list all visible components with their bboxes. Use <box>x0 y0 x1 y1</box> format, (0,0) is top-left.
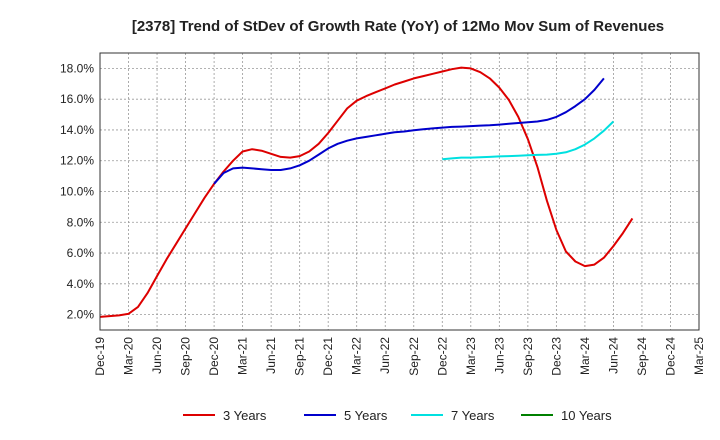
y-tick-label: 2.0% <box>67 308 95 322</box>
x-tick-label: Dec-21 <box>321 337 335 376</box>
x-tick-label: Mar-25 <box>692 337 706 375</box>
x-tick-label: Jun-22 <box>378 337 392 374</box>
x-axis: Dec-19 Mar-20 Jun-20 Sep-20 Dec-20 Mar-21 Jun-… <box>93 337 706 376</box>
x-tick-label: Jun-20 <box>150 337 164 374</box>
legend-label: 10 Years <box>561 408 612 423</box>
y-tick-label: 4.0% <box>67 277 95 291</box>
chart-title: [2378] Trend of StDev of Growth Rate (Yo… <box>132 18 664 35</box>
y-tick-label: 18.0% <box>60 61 94 75</box>
legend-item-5-years: 5 Years <box>304 408 388 423</box>
legend-item-3-years: 3 Years <box>183 408 267 423</box>
x-tick-label: Sep-23 <box>521 337 535 376</box>
legend-item-7-years: 7 Years <box>411 408 495 423</box>
x-tick-label: Dec-24 <box>663 337 677 376</box>
y-tick-label: 8.0% <box>67 215 95 229</box>
x-tick-label: Sep-24 <box>635 337 649 376</box>
x-tick-label: Jun-23 <box>492 337 506 374</box>
plot-border <box>99 52 700 331</box>
legend-label: 5 Years <box>344 408 388 423</box>
y-tick-label: 12.0% <box>60 154 94 168</box>
x-tick-label: Jun-21 <box>264 337 278 374</box>
series-line-5-years <box>213 77 605 185</box>
plot-area: 2.0% 4.0% 6.0% 8.0% 10.0% 12.0% 14.0% 16.0% 18.0… <box>60 52 706 376</box>
x-tick-label: Sep-20 <box>179 337 193 376</box>
x-tick-label: Sep-22 <box>407 337 421 376</box>
series-lines <box>99 66 634 318</box>
x-tick-label: Dec-23 <box>549 337 563 376</box>
y-tick-label: 10.0% <box>60 185 94 199</box>
x-tick-label: Mar-22 <box>350 337 364 375</box>
x-tick-label: Dec-20 <box>207 337 221 376</box>
legend: 3 Years 5 Years 7 Years 10 Years <box>183 408 612 423</box>
x-tick-label: Jun-24 <box>606 337 620 374</box>
y-axis: 2.0% 4.0% 6.0% 8.0% 10.0% 12.0% 14.0% 16.0% 18.0… <box>60 61 94 321</box>
x-tick-label: Dec-22 <box>435 337 449 376</box>
x-tick-label: Sep-21 <box>293 337 307 376</box>
legend-label: 3 Years <box>223 408 267 423</box>
y-tick-label: 16.0% <box>60 92 94 106</box>
series-line-3-years <box>99 66 634 318</box>
x-tick-label: Dec-19 <box>93 337 107 376</box>
y-tick-label: 14.0% <box>60 123 94 137</box>
x-tick-label: Mar-21 <box>236 337 250 375</box>
plot-background <box>100 53 699 330</box>
x-tick-label: Mar-24 <box>578 337 592 375</box>
y-tick-label: 6.0% <box>67 246 95 260</box>
legend-label: 7 Years <box>451 408 495 423</box>
x-tick-label: Mar-20 <box>122 337 136 375</box>
legend-item-10-years: 10 Years <box>521 408 612 423</box>
series-line-7-years <box>442 120 615 161</box>
x-tick-label: Mar-23 <box>464 337 478 375</box>
